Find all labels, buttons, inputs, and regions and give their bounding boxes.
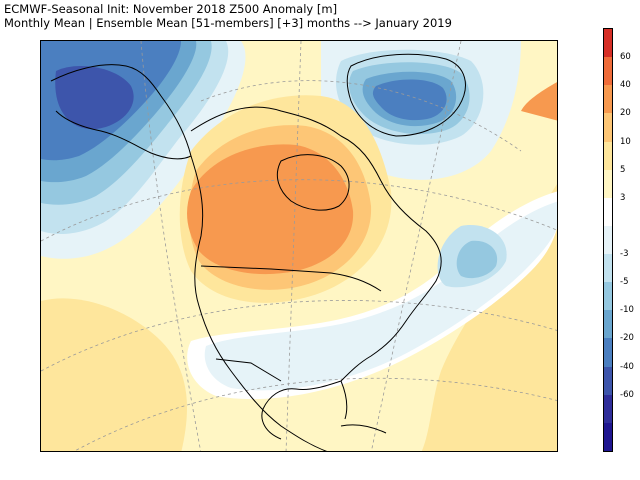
coast-arctic	[190, 106, 382, 182]
colorbar-segment	[604, 197, 612, 227]
colorbar-segment	[604, 57, 612, 86]
coastlines	[50, 53, 466, 451]
coast-greenland	[346, 53, 466, 137]
colorbar-label: -5	[620, 277, 629, 288]
field-moderate-positive-southwest	[41, 298, 187, 451]
border-usa-mexico	[215, 358, 282, 382]
colorbar-label: -20	[620, 333, 634, 344]
field-core-negative-pacific	[55, 66, 134, 130]
coast-gulf-of-mexico	[261, 380, 342, 440]
colorbar-segment	[604, 394, 612, 424]
colorbar-label: -10	[620, 305, 634, 316]
field-strong-negative-greenland	[372, 79, 447, 121]
colorbar-label: -3	[620, 249, 629, 260]
colorbar-segment	[604, 338, 612, 368]
colorbar-segment	[604, 141, 612, 171]
anomaly-field	[41, 41, 557, 451]
colorbar	[603, 28, 613, 452]
coast-cuba	[340, 424, 387, 434]
field-moderate-negative-atlantic	[456, 240, 498, 279]
colorbar-segment	[604, 310, 612, 339]
field-positive-northeast	[521, 82, 557, 121]
colorbar-label: -60	[620, 389, 634, 400]
anomaly-map-canvas	[41, 41, 557, 451]
colorbar-label: 5	[620, 164, 626, 175]
field-near-zero-negative-band	[204, 201, 557, 391]
colorbar-segment	[604, 366, 612, 396]
map-title: ECMWF-Seasonal Init: November 2018 Z500 …	[4, 2, 338, 16]
colorbar-segment	[604, 85, 612, 114]
colorbar-label: 10	[620, 136, 631, 147]
colorbar-segment	[604, 282, 612, 311]
coast-hudson-bay	[276, 154, 350, 211]
coast-florida	[340, 380, 348, 420]
colorbar-segment	[604, 422, 612, 452]
coast-west-north-america	[190, 155, 328, 451]
colorbar-label: 60	[620, 52, 631, 63]
colorbar-segment	[604, 225, 612, 255]
graticule	[41, 41, 557, 451]
colorbar-segment	[604, 113, 612, 143]
colorbar-label: 3	[620, 192, 626, 203]
coast-east-north-america	[340, 180, 442, 382]
coast-alaska	[50, 64, 192, 160]
field-positive-canada	[187, 144, 354, 275]
colorbar-label: -40	[620, 361, 634, 372]
colorbar-segment	[604, 29, 612, 58]
colorbar-segment	[604, 254, 612, 283]
colorbar-segment	[604, 169, 612, 199]
colorbar-label: 20	[620, 108, 631, 119]
colorbar-label: 40	[620, 80, 631, 91]
border-canada-usa	[200, 265, 382, 292]
anomaly-map	[40, 40, 558, 452]
map-subtitle: Monthly Mean | Ensemble Mean [51-members…	[4, 16, 452, 30]
